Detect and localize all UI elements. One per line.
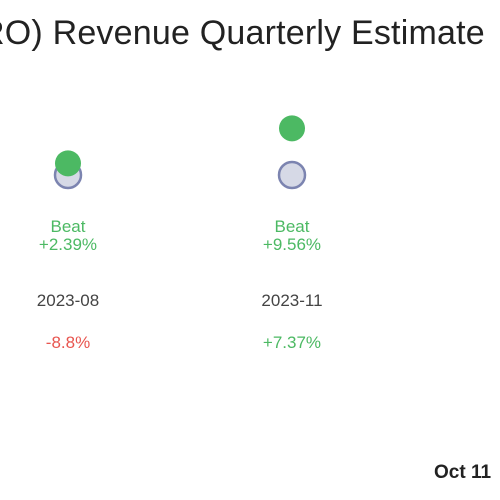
footer-date: Oct 11 (434, 462, 492, 483)
period-label: 2023-11 (261, 291, 322, 310)
result-label: Beat (51, 217, 86, 236)
actual-point (55, 150, 81, 177)
estimate-point (277, 160, 307, 190)
chart-title: RO) Revenue Quarterly Estimate (0, 14, 485, 52)
surprise-label: +9.56% (263, 235, 321, 254)
actual-point (279, 115, 305, 142)
surprise-label: +2.39% (39, 235, 97, 254)
period-label: 2023-08 (37, 291, 99, 310)
result-label: Beat (275, 217, 310, 236)
change-label: +7.37% (263, 333, 321, 352)
change-label: -8.8% (46, 333, 90, 352)
